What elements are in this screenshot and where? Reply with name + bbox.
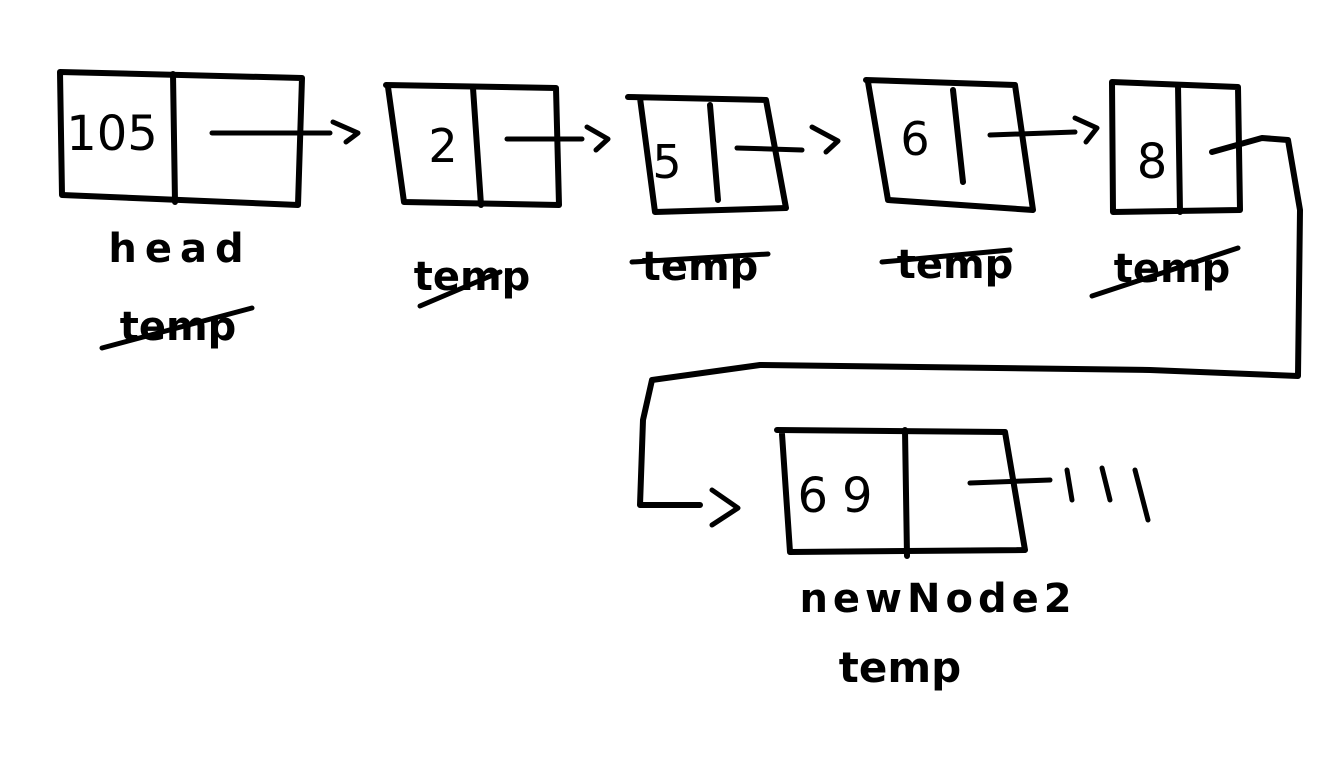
ground-bar-3 [1132,467,1151,523]
node-2-value: 2 [428,119,457,173]
node-2: 2 temp [383,82,562,309]
node-69-divider [902,427,910,559]
node-69-box [774,427,1028,555]
node-105-label-temp-strike [99,305,255,351]
pointer-line [987,129,1078,138]
node-5-divider [707,102,721,203]
pointer-line [967,477,1053,486]
node-105-value: 105 [66,106,158,162]
node-8-label-temp-strike [1089,245,1241,299]
arrowhead [584,124,611,153]
node-6-divider [950,87,966,185]
node-69: 69 newNode2 temp [774,427,1076,692]
node-6-label-temp-strike [879,247,1013,265]
node-105-divider [170,71,178,205]
node-5-label-temp-strike [629,251,771,265]
node-2-label-temp: temp [414,254,531,300]
node-5-value: 5 [652,135,681,189]
node-105-box [57,69,305,208]
node-8-divider [1175,82,1183,215]
pointer-line [637,135,1303,508]
node-69-label-newNode2: newNode2 [799,576,1076,622]
node-5-label-temp: temp [642,244,759,290]
node-6-box [863,77,1036,213]
node-69-label-temp: temp [839,643,961,692]
node-69-value: 69 [797,468,886,524]
pointer-line [734,145,805,153]
node-2-label-temp-strike [417,269,503,309]
node-8-box [1109,79,1243,215]
link-8-to-69 [637,135,1303,528]
ground-bar-1 [1064,467,1075,503]
node-5-box [625,94,789,215]
arrowhead [330,119,361,145]
node-8: 8 temp [1089,79,1243,299]
node-105: 105 head temp [57,69,305,351]
link-105-to-2 [209,119,361,145]
link-6-to-8 [987,115,1100,145]
arrowhead [809,124,841,155]
node-2-divider [470,85,484,208]
link-5-to-6 [734,124,841,155]
node-105-label-head: head [108,226,251,272]
node-6-value: 6 [900,112,929,166]
ground-bar-2 [1099,465,1113,503]
arrowhead [709,487,741,528]
node-8-value: 8 [1137,134,1168,190]
node-5: 5 temp [625,94,789,290]
node-6: 6 temp [863,77,1036,288]
node-2-box [383,82,562,208]
arrowhead [1072,115,1100,145]
null-ground-icon [967,465,1151,523]
link-2-to-5 [504,124,611,153]
